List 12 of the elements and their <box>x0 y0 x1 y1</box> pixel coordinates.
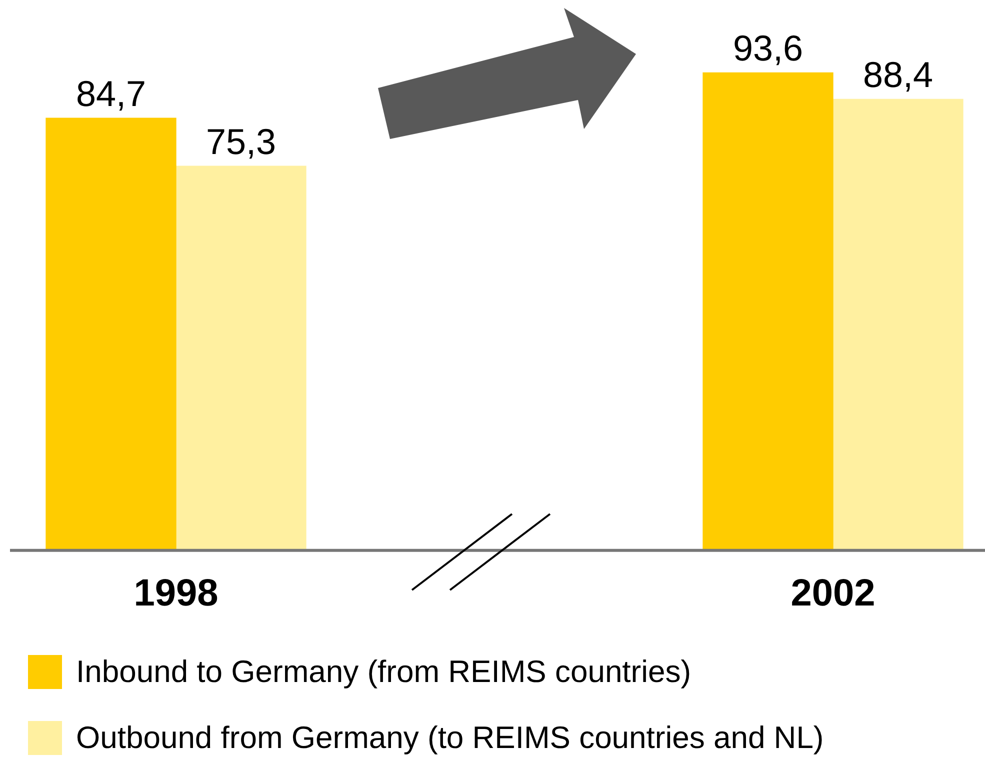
data-label: 93,6 <box>732 28 804 69</box>
bar <box>832 98 964 551</box>
data-label: 84,7 <box>76 73 146 114</box>
x-tick-label: 2002 <box>790 572 876 615</box>
legend-label: Outbound from Germany (to REIMS countries and NL) <box>76 720 824 756</box>
x-tick-label: 1998 <box>134 572 218 615</box>
data-label: 88,4 <box>862 54 934 96</box>
bar <box>176 166 306 551</box>
legend-label: Inbound to Germany (from REIMS countries) <box>76 654 692 690</box>
bar <box>702 72 834 551</box>
bar <box>46 118 176 551</box>
data-label: 75,3 <box>206 120 276 162</box>
